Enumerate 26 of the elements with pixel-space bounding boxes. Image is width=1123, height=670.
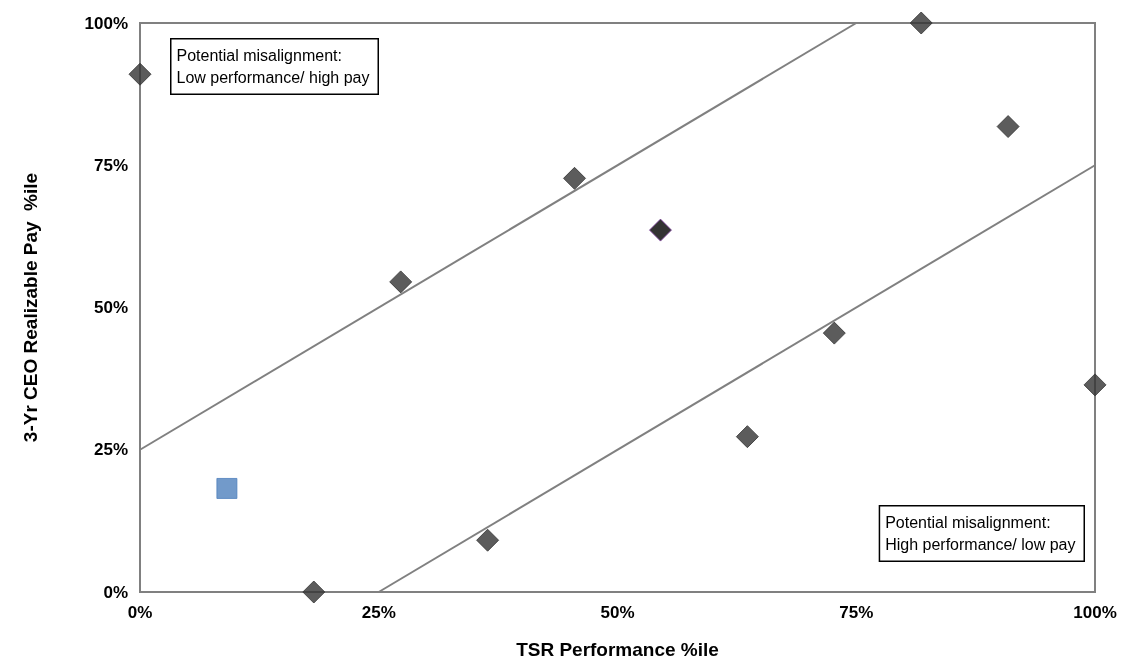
point xyxy=(563,166,587,190)
y-axis-title: 3-Yr CEO Realizable Pay %ile xyxy=(20,172,41,443)
point xyxy=(216,477,238,499)
point xyxy=(735,425,759,449)
x-tick-label: 0% xyxy=(127,603,153,622)
x-tick-label: 50% xyxy=(600,603,635,622)
point xyxy=(476,528,500,552)
point xyxy=(128,62,152,86)
y-tick-label: 75% xyxy=(93,155,128,175)
point xyxy=(302,580,326,604)
y-tick-label: 0% xyxy=(103,582,128,602)
point xyxy=(648,218,672,242)
y-tick-label: 25% xyxy=(93,440,128,460)
y-tick-label: 50% xyxy=(93,298,128,317)
point xyxy=(822,321,846,345)
annotation: Potential misalignment: High performance/ low pay xyxy=(885,514,1076,553)
point xyxy=(909,11,933,35)
y-tick-label: 100% xyxy=(84,13,128,33)
x-tick-label: 75% xyxy=(839,603,874,622)
annotation: Potential misalignment: Low performance/ high pay xyxy=(176,47,370,86)
point xyxy=(996,115,1020,139)
point xyxy=(1083,373,1107,397)
x-axis-title: TSR Performance %ile xyxy=(516,639,719,660)
x-tick-label: 100% xyxy=(1073,603,1117,622)
x-tick-label: 25% xyxy=(361,603,396,622)
point xyxy=(389,270,413,294)
